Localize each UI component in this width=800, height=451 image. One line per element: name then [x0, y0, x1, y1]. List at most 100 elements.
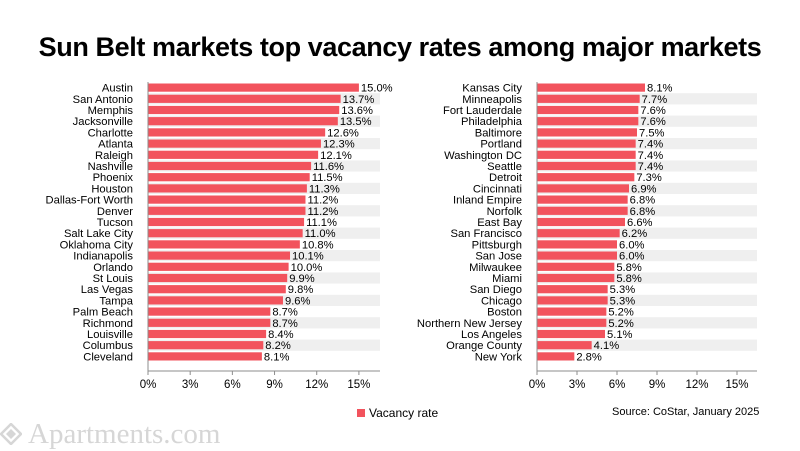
category-label: Raleigh — [95, 150, 133, 162]
right-bar-chart: Kansas City 8.1% Minneapolis 7.7% Fort Laude… — [417, 82, 757, 391]
data-label: 11.2% — [307, 206, 338, 218]
bar — [537, 229, 620, 238]
bar — [148, 262, 289, 271]
category-label: Phoenix — [93, 172, 134, 184]
bar — [537, 240, 617, 249]
logo-text: Apartments.com — [28, 417, 221, 450]
bar — [148, 251, 291, 260]
category-label: Dallas-Fort Worth — [46, 195, 133, 207]
category-label: Fort Lauderdale — [443, 105, 522, 117]
row-stripe — [537, 115, 757, 127]
category-label: Richmond — [83, 318, 133, 330]
bar — [148, 217, 305, 227]
bar — [148, 117, 338, 126]
data-label: 6.8% — [630, 195, 656, 207]
bar — [148, 161, 312, 171]
category-label: Columbus — [83, 340, 134, 352]
bar — [148, 128, 326, 137]
category-label: Portland — [480, 139, 522, 151]
data-label: 5.2% — [608, 307, 634, 319]
category-label: St Louis — [93, 273, 134, 285]
category-label: Kansas City — [462, 83, 522, 95]
category-label: Los Angeles — [461, 329, 522, 341]
bar — [537, 341, 592, 350]
category-label: East Bay — [477, 217, 522, 229]
category-label: Denver — [97, 206, 133, 218]
data-label: 11.0% — [305, 228, 336, 240]
data-label: 7.5% — [639, 127, 665, 139]
category-label: New York — [475, 351, 523, 363]
category-label: Cleveland — [83, 351, 133, 363]
row-stripe — [537, 227, 757, 239]
category-label: Detroit — [489, 172, 523, 184]
bar — [537, 296, 608, 305]
data-label: 11.1% — [306, 217, 337, 229]
row-stripe — [537, 317, 757, 329]
data-label: 10.0% — [291, 262, 323, 274]
row-stripe — [537, 339, 757, 351]
category-label: Chicago — [481, 295, 522, 307]
category-label: Washington DC — [444, 150, 522, 162]
bar — [537, 318, 607, 327]
data-label: 9.9% — [289, 273, 315, 285]
data-label: 5.2% — [608, 318, 634, 330]
data-label: 10.1% — [292, 251, 324, 263]
bar — [537, 352, 575, 361]
x-tick-label: 9% — [649, 379, 666, 391]
data-label: 10.8% — [302, 239, 334, 251]
data-label: 8.4% — [268, 329, 294, 341]
category-label: Baltimore — [475, 127, 522, 139]
bar — [537, 285, 608, 294]
apartments-logo-icon — [0, 423, 22, 445]
data-label: 7.4% — [638, 139, 664, 151]
category-label: Oklahoma City — [60, 239, 134, 251]
bar — [537, 173, 635, 182]
category-label: Palm Beach — [73, 307, 133, 319]
bar — [537, 128, 637, 137]
bar — [148, 184, 307, 193]
bar — [148, 83, 359, 92]
data-label: 2.8% — [576, 351, 602, 363]
bar — [537, 307, 607, 316]
data-label: 13.6% — [341, 105, 373, 117]
category-label: Orlando — [93, 262, 133, 274]
category-label: Las Vegas — [81, 284, 134, 296]
row-stripe — [537, 138, 757, 150]
data-label: 12.1% — [320, 150, 352, 162]
bar — [148, 94, 341, 103]
data-label: 7.4% — [638, 161, 664, 173]
row-stripe — [537, 205, 757, 217]
data-label: 6.2% — [622, 228, 648, 240]
bar — [148, 195, 306, 204]
data-label: 6.6% — [627, 217, 653, 229]
data-label: 11.6% — [313, 161, 344, 173]
bar — [148, 240, 300, 249]
data-label: 7.6% — [640, 116, 666, 128]
row-stripe — [537, 182, 757, 194]
data-label: 8.1% — [264, 351, 290, 363]
category-label: Inland Empire — [453, 195, 522, 207]
data-label: 7.3% — [636, 172, 662, 184]
category-label: Norfolk — [487, 206, 523, 218]
bar — [537, 161, 636, 171]
data-label: 11.2% — [307, 195, 338, 207]
category-label: San Diego — [470, 284, 522, 296]
data-label: 5.8% — [616, 273, 642, 285]
data-label: 7.7% — [642, 94, 668, 106]
bar — [537, 262, 615, 271]
apartments-logo: Apartments.com — [0, 418, 220, 450]
data-label: 13.7% — [343, 94, 375, 106]
legend-label: Vacancy rate — [369, 406, 439, 420]
data-label: 5.1% — [607, 329, 633, 341]
category-label: San Francisco — [450, 228, 522, 240]
row-stripe — [537, 250, 757, 262]
category-label: Charlotte — [88, 127, 133, 139]
x-tick-label: 9% — [266, 379, 283, 391]
bar — [537, 195, 628, 204]
data-label: 6.0% — [619, 251, 645, 263]
category-label: Salt Lake City — [64, 228, 133, 240]
row-stripe — [537, 93, 757, 105]
bar — [148, 352, 262, 361]
category-label: Minneapolis — [462, 94, 522, 106]
data-label: 12.6% — [327, 127, 359, 139]
